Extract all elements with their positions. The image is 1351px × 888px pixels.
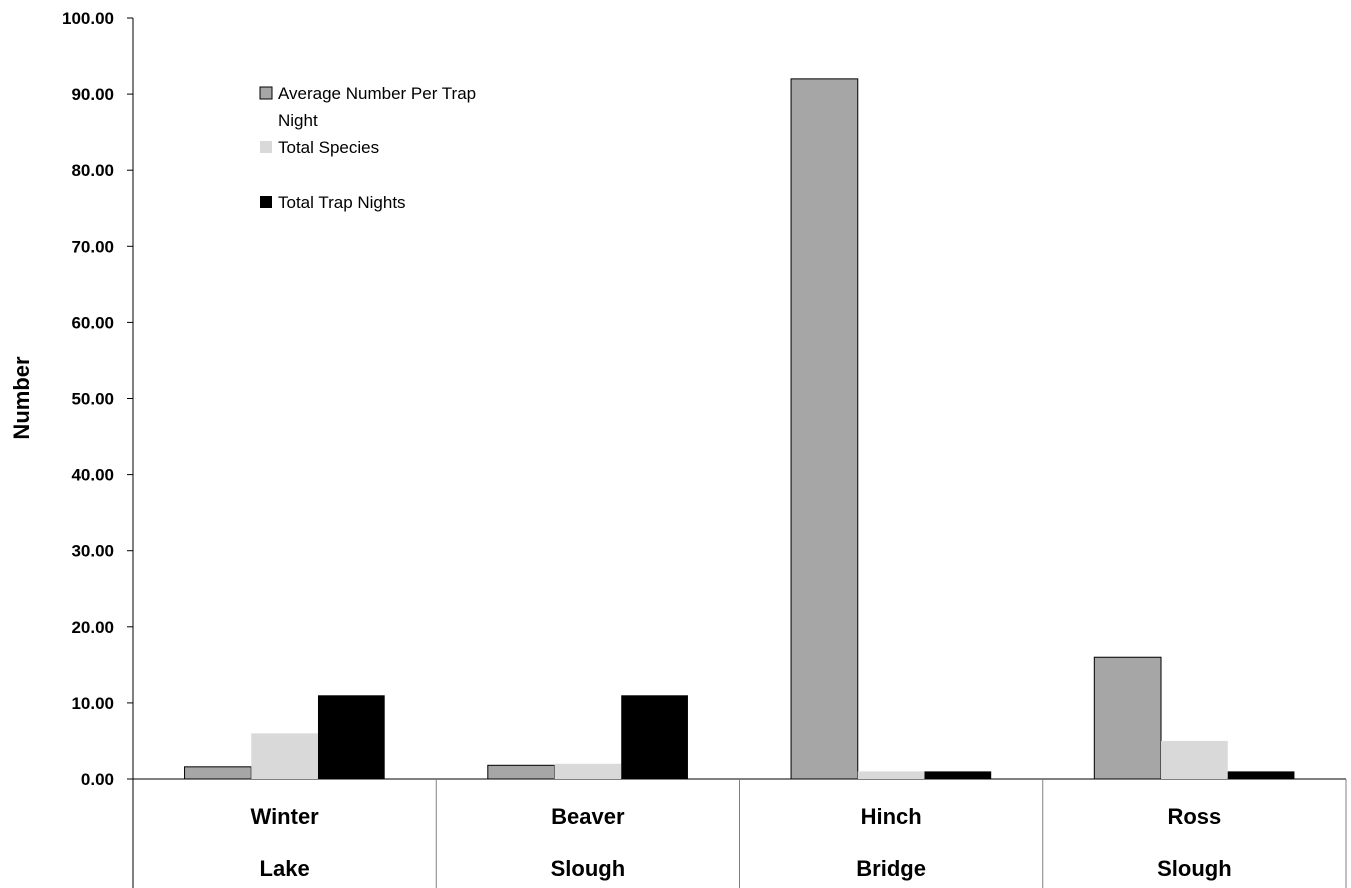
bar-total-species-beaver [554,763,622,779]
y-tick-label: 50.00 [71,390,114,409]
y-tick-label: 90.00 [71,85,114,104]
y-tick-label: 30.00 [71,542,114,561]
y-tick-label: 100.00 [62,9,114,28]
y-ticks: 0.00 10.00 20.00 30.00 40.00 50.00 60.00 70.00 8… [62,9,133,789]
category-label-line1: Beaver [551,804,625,829]
bar-total-species-winter [251,733,318,779]
y-tick-label: 60.00 [71,313,114,332]
bar-average-number-per-trap-night-hinch [790,78,859,780]
legend-swatch [259,86,273,100]
category-axis: Winter Lake Beaver Slough Hinch Bridge Ross Slo… [251,779,1347,888]
legend: Average Number Per Trap Night Total Specie… [259,84,476,212]
category-label-line1: Winter [251,804,320,829]
bar-total-trap-nights-hinch [924,771,992,779]
y-axis-label: Number [9,356,34,440]
bar-total-trap-nights-beaver [621,695,688,779]
legend-swatch [260,141,272,153]
category-label-line2: Slough [1157,856,1232,881]
bar-total-trap-nights-winter [317,695,385,779]
category-label-line2: Slough [551,856,626,881]
legend-label: Total Species [278,138,379,157]
category-label-line1: Hinch [861,804,922,829]
bar-total-species-ross [1161,740,1228,779]
legend-swatch [260,196,272,208]
y-tick-label: 40.00 [71,466,114,485]
y-tick-label: 10.00 [71,694,114,713]
legend-label: Average Number Per Trap [278,84,476,103]
bars [184,78,1295,780]
legend-label: Night [278,111,318,130]
category-label-line1: Ross [1167,804,1221,829]
bar-average-number-per-trap-night-beaver [487,764,556,780]
category-label-line2: Lake [260,856,310,881]
bar-total-trap-nights-ross [1227,771,1295,779]
y-tick-label: 80.00 [71,161,114,180]
y-tick-label: 20.00 [71,618,114,637]
y-tick-label: 0.00 [81,770,114,789]
bar-total-species-hinch [857,771,925,779]
bar-average-number-per-trap-night-ross [1093,656,1162,780]
legend-label: Total Trap Nights [278,193,406,212]
y-tick-label: 70.00 [71,237,114,256]
bar-average-number-per-trap-night-winter [184,766,252,780]
category-label-line2: Bridge [856,856,926,881]
